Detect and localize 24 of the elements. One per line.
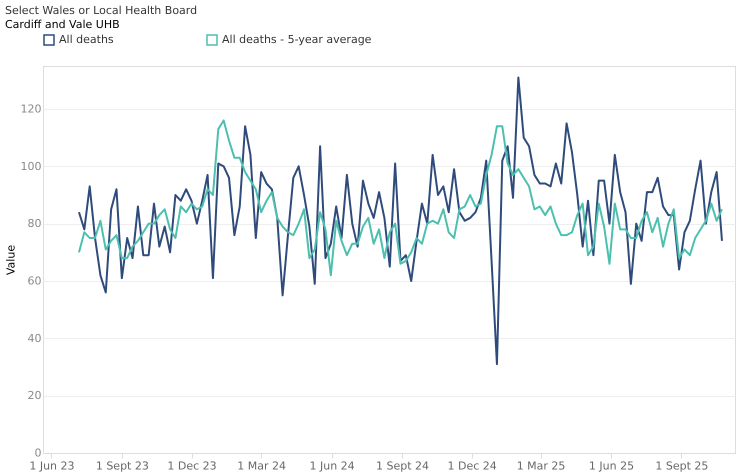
x-tick-label: 1 Jun 23 [29,460,75,472]
chart-subtitle: Cardiff and Vale UHB [5,18,120,31]
y-axis-title: Value [4,244,18,276]
chart-title: Select Wales or Local Health Board [5,4,198,17]
legend-label: All deaths [59,33,114,46]
y-tick-label: 0 [34,446,42,460]
y-tick-label: 40 [28,332,42,345]
y-tick-label: 100 [20,160,42,173]
x-tick-label: 1 Mar 25 [516,460,566,472]
x-tick-label: 1 Sept 25 [655,460,708,472]
x-tick-label: 1 Jun 24 [309,460,355,472]
y-tick-label: 120 [20,102,42,116]
legend-label: All deaths - 5-year average [222,33,372,46]
x-tick-label: 1 Dec 23 [167,460,217,472]
y-tick-label: 20 [28,389,42,402]
x-tick-label: 1 Mar 24 [237,460,286,472]
line-series [78,119,723,276]
line-series [78,76,723,366]
x-tick-label: 1 Sept 23 [96,460,149,472]
x-tick-label: 1 Sept 24 [376,460,430,472]
x-tick-label: 1 Jun 25 [588,460,634,472]
x-tick-label: 1 Dec 24 [448,460,497,472]
y-tick-label: 80 [28,217,42,230]
y-tick-label: 60 [28,274,42,288]
